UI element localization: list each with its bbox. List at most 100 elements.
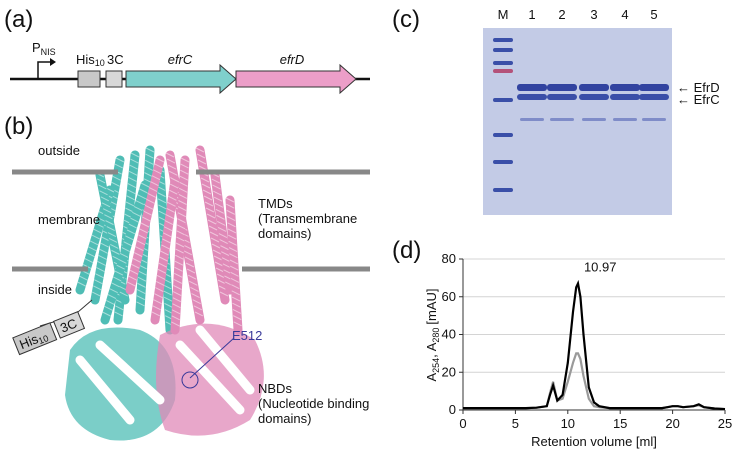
nbd-domain: [65, 327, 176, 441]
helix-turn: [213, 190, 222, 196]
helix-turn: [104, 214, 113, 220]
helix-turn: [231, 402, 240, 408]
helix-turn: [121, 247, 131, 253]
helix-turn: [142, 216, 151, 222]
helix-turn: [209, 231, 219, 237]
helix-turn: [214, 384, 223, 390]
helix-turn: [114, 359, 123, 365]
helix-turn: [97, 261, 106, 266]
helix-turn: [161, 244, 170, 250]
helix-turn: [210, 379, 219, 385]
helix-turn: [222, 263, 232, 269]
helix-turn: [163, 296, 173, 302]
nbd-label: (Nucleotide binding: [258, 396, 369, 411]
helix-turn: [126, 195, 135, 201]
helix-turn: [221, 257, 231, 263]
helix-turn: [188, 356, 198, 362]
marker-band: [493, 188, 513, 192]
helix-turn: [158, 210, 167, 216]
helix-turn: [93, 228, 102, 234]
helix-turn: [211, 243, 221, 249]
helix-turn: [118, 363, 128, 369]
helix-turn: [167, 164, 177, 170]
helix-turn: [109, 355, 119, 361]
helix-turn: [136, 289, 146, 294]
helix-turn: [130, 152, 140, 158]
helix-turn: [91, 376, 100, 381]
helix-turn: [118, 408, 127, 414]
helix-turn: [155, 281, 165, 286]
helix-turn: [112, 175, 121, 181]
helix-turn: [227, 228, 237, 234]
helix-turn: [212, 249, 222, 255]
helix-turn: [203, 195, 213, 201]
helix-turn: [105, 299, 115, 305]
helix-turn: [141, 384, 151, 390]
helix-turn: [163, 290, 172, 296]
helix-turn: [99, 248, 108, 254]
helix-turn: [204, 201, 214, 207]
helix-turn: [195, 327, 205, 333]
helix-turn: [133, 252, 143, 257]
helix-turn: [145, 153, 154, 159]
helix-turn: [82, 264, 92, 269]
helix-turn: [174, 260, 184, 266]
protein-band: [579, 84, 609, 91]
tag-subscript: 10: [37, 333, 50, 346]
helix-turn: [213, 196, 223, 202]
helix-turn: [115, 305, 124, 311]
helix-turn: [231, 290, 240, 296]
helix-turn: [179, 175, 189, 181]
helix-turn: [171, 315, 180, 321]
helix-turn: [100, 242, 110, 248]
helix-turn: [208, 225, 218, 231]
x-axis-label: Retention volume [ml]: [531, 434, 657, 449]
helix-turn: [137, 380, 146, 386]
protein-band: [547, 84, 577, 91]
helix-turn: [184, 256, 194, 262]
3c-site-box: [52, 311, 86, 339]
helix-turn: [98, 184, 107, 190]
helix-turn: [217, 227, 227, 232]
helix-turn: [125, 201, 135, 207]
helix-turn: [151, 311, 161, 317]
x-tick-label: 20: [665, 416, 679, 431]
helix-turn: [136, 301, 145, 307]
outside-label: outside: [38, 143, 80, 158]
marker-band: [493, 48, 513, 52]
promoter-label: PNIS: [32, 40, 56, 57]
3c-label: 3C: [107, 52, 124, 67]
helix-turn: [138, 234, 147, 240]
helix-turn: [95, 380, 104, 386]
marker-band: [493, 160, 513, 164]
helix-turn: [151, 393, 160, 399]
x-tick-label: 25: [718, 416, 732, 431]
helix-turn: [126, 229, 136, 235]
marker-band: [493, 98, 513, 102]
band-label: ← EfrC: [677, 92, 720, 107]
helix-turn: [177, 206, 187, 212]
helix-turn: [230, 278, 240, 283]
helix-turn: [189, 280, 198, 286]
helix-turn: [206, 213, 216, 219]
helix-turn: [192, 361, 202, 367]
helix-turn: [145, 159, 154, 165]
y-axis-label: A254, A280 [mAU]: [424, 288, 441, 381]
helix-turn: [121, 412, 131, 418]
helix-turn: [219, 239, 228, 245]
helix-turn: [166, 158, 176, 164]
helix-turn: [176, 236, 185, 242]
helix-turn: [84, 258, 94, 264]
helix-turn: [200, 177, 210, 183]
helix-turn: [165, 214, 175, 219]
minor-band: [642, 118, 666, 121]
x-tick-label: 15: [613, 416, 627, 431]
helix-turn: [230, 369, 239, 374]
helix-turn: [232, 308, 242, 314]
band-label: ← EfrD: [677, 80, 720, 95]
helix-turn: [98, 385, 108, 391]
helix-turn: [169, 189, 178, 195]
helix-turn: [212, 184, 221, 190]
helix-turn: [207, 219, 217, 225]
helix-turn: [171, 321, 180, 327]
